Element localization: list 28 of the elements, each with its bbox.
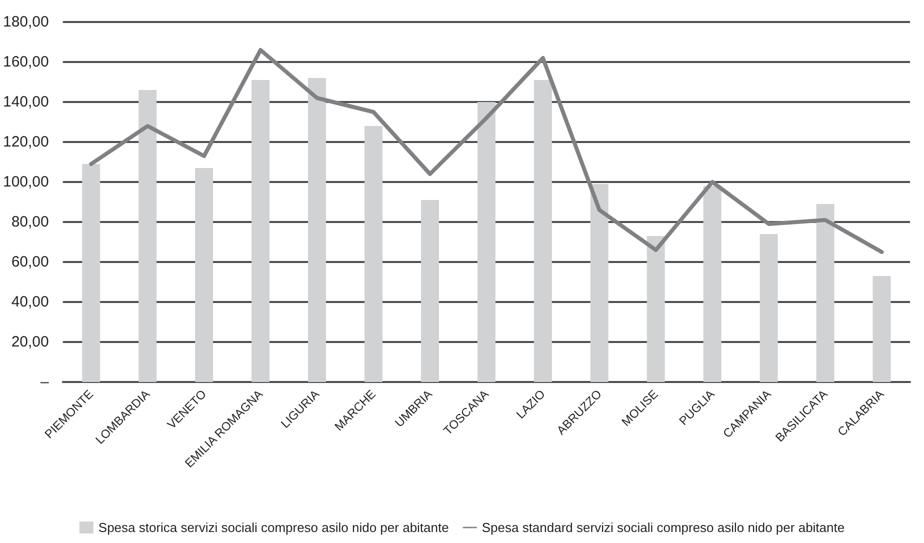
legend-label: Spesa standard servizi sociali compreso asilo nido per abitante (482, 520, 845, 535)
bar (760, 234, 778, 382)
bar (534, 80, 552, 382)
bar (195, 168, 214, 382)
bar (138, 90, 157, 382)
bar (82, 164, 100, 382)
y-tick-label: 120,00 (2, 134, 49, 150)
y-tick-label: 100,00 (2, 174, 49, 190)
line-series (89, 48, 884, 254)
y-tick-label: 20,00 (11, 334, 49, 350)
bar (308, 78, 326, 382)
y-tick-label: 60,00 (11, 254, 49, 270)
y-tick-label: 80,00 (11, 214, 49, 230)
bar (816, 204, 834, 382)
y-tick-label: 160,00 (2, 54, 49, 70)
bar (703, 186, 722, 382)
bar (477, 102, 496, 382)
bar (646, 236, 665, 382)
y-tick-label: 140,00 (2, 94, 49, 110)
y-tick-label: 40,00 (11, 294, 49, 310)
bar (872, 276, 891, 382)
bar (420, 200, 439, 382)
bar (252, 80, 270, 382)
y-tick-label: – (40, 374, 50, 390)
y-tick-label: 180,00 (2, 14, 49, 30)
legend-label: Spesa storica servizi sociali compreso asilo nido per abitante (98, 520, 449, 535)
bar (590, 184, 608, 382)
bar (364, 126, 382, 382)
